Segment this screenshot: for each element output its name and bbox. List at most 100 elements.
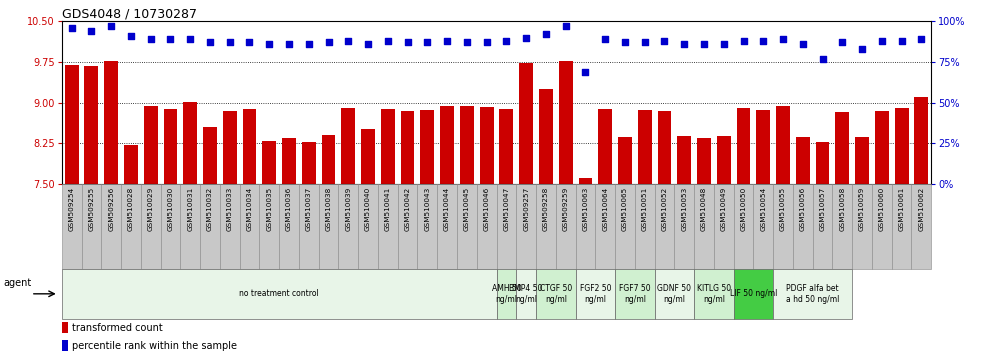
Point <box>498 38 514 44</box>
Bar <box>619 137 631 184</box>
Bar <box>539 89 553 184</box>
Text: GSM510050: GSM510050 <box>740 187 747 231</box>
Bar <box>262 141 276 184</box>
Bar <box>496 269 516 319</box>
Bar <box>477 184 496 269</box>
Bar <box>734 269 773 319</box>
Text: GDNF 50
ng/ml: GDNF 50 ng/ml <box>657 284 691 303</box>
Bar <box>756 110 770 184</box>
Bar <box>319 184 339 269</box>
Point <box>636 40 652 45</box>
Bar <box>339 184 359 269</box>
Bar <box>440 107 454 184</box>
Bar <box>85 66 99 184</box>
Bar <box>654 184 674 269</box>
Bar <box>714 184 734 269</box>
Bar <box>536 269 576 319</box>
Text: GSM509254: GSM509254 <box>69 187 75 231</box>
Point <box>379 38 395 44</box>
Bar <box>894 108 908 184</box>
Text: GSM510030: GSM510030 <box>167 187 173 231</box>
Bar <box>62 184 82 269</box>
Text: GSM510045: GSM510045 <box>464 187 470 231</box>
Bar <box>853 184 872 269</box>
Bar <box>299 184 319 269</box>
Bar <box>122 184 140 269</box>
Text: GSM510060: GSM510060 <box>878 187 884 231</box>
Point <box>913 36 929 42</box>
Text: GSM510041: GSM510041 <box>384 187 390 231</box>
Bar <box>143 107 157 184</box>
Text: GSM510036: GSM510036 <box>286 187 292 231</box>
Text: GSM510048: GSM510048 <box>701 187 707 231</box>
Bar <box>637 110 651 184</box>
Bar <box>616 269 654 319</box>
Text: CTGF 50
ng/ml: CTGF 50 ng/ml <box>540 284 572 303</box>
Text: agent: agent <box>3 278 31 288</box>
Point <box>399 40 415 45</box>
Bar <box>417 184 437 269</box>
Bar <box>576 184 596 269</box>
Bar <box>62 340 68 351</box>
Bar <box>796 137 810 184</box>
Text: GSM510029: GSM510029 <box>147 187 153 231</box>
Point <box>617 40 632 45</box>
Bar <box>105 61 119 184</box>
Bar <box>516 269 536 319</box>
Bar <box>556 184 576 269</box>
Text: GSM510051: GSM510051 <box>641 187 647 231</box>
Point <box>873 38 889 44</box>
Bar <box>833 184 853 269</box>
Point <box>64 25 80 30</box>
Bar <box>102 184 122 269</box>
Bar <box>496 184 516 269</box>
Point <box>84 28 100 34</box>
Bar <box>654 269 694 319</box>
Text: GSM509259: GSM509259 <box>563 187 569 231</box>
Bar <box>457 184 477 269</box>
Bar <box>359 184 377 269</box>
Text: GSM510049: GSM510049 <box>721 187 727 231</box>
Bar <box>163 109 177 184</box>
Text: GSM510052: GSM510052 <box>661 187 667 231</box>
Bar <box>734 184 753 269</box>
Bar <box>62 269 496 319</box>
Point <box>696 41 712 47</box>
Text: GSM509258: GSM509258 <box>543 187 549 231</box>
Text: GSM510040: GSM510040 <box>366 187 372 231</box>
Text: GSM510043: GSM510043 <box>424 187 430 231</box>
Bar <box>420 110 434 184</box>
Bar <box>816 142 830 184</box>
Bar <box>596 184 616 269</box>
Text: GSM510053: GSM510053 <box>681 187 687 231</box>
Bar <box>460 107 474 184</box>
Bar <box>776 107 790 184</box>
Point <box>341 38 357 44</box>
Bar <box>559 61 573 184</box>
Bar <box>911 184 931 269</box>
Bar <box>302 142 316 184</box>
Bar <box>536 184 556 269</box>
Point <box>142 36 158 42</box>
Bar <box>380 109 394 184</box>
Point <box>736 38 752 44</box>
Text: GSM510054: GSM510054 <box>760 187 766 231</box>
Point <box>578 69 594 75</box>
Text: KITLG 50
ng/ml: KITLG 50 ng/ml <box>697 284 731 303</box>
Bar <box>836 112 850 184</box>
Text: GSM510042: GSM510042 <box>404 187 410 231</box>
Bar <box>694 184 714 269</box>
Bar <box>499 109 513 184</box>
Text: GSM510038: GSM510038 <box>326 187 332 231</box>
Point <box>479 40 495 45</box>
Text: GSM510059: GSM510059 <box>860 187 866 231</box>
Text: GSM509256: GSM509256 <box>109 187 115 231</box>
Bar <box>657 111 671 184</box>
Point <box>676 41 692 47</box>
Bar <box>516 184 536 269</box>
Point <box>202 40 218 45</box>
Text: GSM510032: GSM510032 <box>207 187 213 231</box>
Text: FGF2 50
ng/ml: FGF2 50 ng/ml <box>580 284 612 303</box>
Bar <box>397 184 417 269</box>
Point <box>656 38 672 44</box>
